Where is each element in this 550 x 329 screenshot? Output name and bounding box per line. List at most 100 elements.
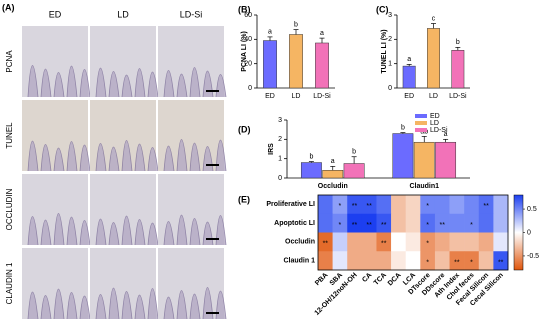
x-tick-label: Claudin1 [409, 183, 439, 190]
tissue [95, 218, 107, 246]
tissue [147, 288, 159, 320]
row-label: PCNA [5, 50, 14, 73]
x-tick-label: Occludin [318, 183, 348, 190]
heatmap-cell [478, 251, 494, 271]
tissue [27, 140, 39, 172]
bar [343, 163, 365, 179]
tissue [66, 292, 78, 320]
heatmap-cell [376, 251, 392, 271]
y-tick-label: 40 [244, 36, 252, 43]
heatmap-cell [332, 213, 348, 233]
panel-label: (A) [2, 2, 15, 12]
y-axis-label: PCNA LI (%) [241, 31, 248, 72]
annotation: a [407, 56, 411, 63]
heatmap-cell [391, 232, 406, 252]
micrograph [90, 100, 159, 172]
significance: ** [454, 259, 460, 266]
tissue [121, 291, 133, 320]
tissue [40, 68, 52, 98]
significance: * [470, 259, 473, 266]
micrograph [158, 174, 227, 246]
bar [451, 50, 465, 89]
tissue [134, 219, 146, 246]
bar [392, 133, 414, 179]
y-tick-label: 1 [278, 156, 282, 163]
tissue [163, 296, 175, 320]
tissue [176, 214, 188, 246]
heatmap-cell [464, 251, 480, 271]
tissue [66, 65, 78, 98]
y-tick-label: 3 [278, 117, 282, 124]
tissue [40, 144, 52, 172]
significance: * [339, 203, 342, 210]
error-bar [267, 36, 273, 41]
heatmap-cell [464, 232, 480, 252]
significance: ** [440, 222, 446, 229]
annotation: a [331, 158, 335, 165]
x-tick-label: ED [404, 93, 414, 100]
tissue [163, 70, 175, 98]
heatmap-frame [317, 194, 509, 271]
heatmap-cell [347, 213, 363, 233]
error-bar [431, 23, 436, 29]
heatmap-cell [332, 195, 348, 215]
annotation: a [268, 29, 272, 36]
legend-label: ED [430, 113, 440, 120]
micrograph [22, 248, 91, 320]
significance: * [426, 259, 429, 266]
row-label: Claudin 1 [283, 257, 315, 264]
heatmap-cell [434, 195, 450, 215]
heatmap-cell [449, 251, 465, 271]
y-tick-label: 2 [388, 36, 392, 43]
x-tick-label: LD-Si [313, 93, 331, 100]
error-bar [308, 161, 314, 163]
error-bar [421, 136, 427, 143]
y-tick-label: 2 [278, 136, 282, 143]
heatmap-cell [391, 213, 406, 233]
heatmap-cell [434, 251, 450, 271]
tissue [95, 67, 107, 98]
tissue [53, 288, 65, 320]
micrograph [22, 100, 91, 172]
tissue [53, 72, 65, 98]
heatmap-cell [478, 232, 494, 252]
tissue [147, 71, 159, 98]
heatmap-cell [361, 213, 377, 233]
significance: * [339, 222, 342, 229]
heatmap-cell [405, 195, 421, 215]
tissue [108, 146, 120, 172]
heatmap-cell [318, 251, 333, 271]
legend-label: LD [430, 120, 439, 127]
column-label: PBA [314, 272, 329, 287]
significance: ** [352, 222, 358, 229]
column-label: CA [361, 272, 373, 284]
tissue [40, 219, 52, 246]
micrograph [158, 100, 227, 172]
y-tick-label: 3 [388, 12, 392, 19]
tissue [27, 65, 39, 98]
error-bar [319, 37, 325, 43]
tissue [27, 291, 39, 320]
tissue [176, 290, 188, 320]
significance: ** [381, 222, 387, 229]
heatmap-cell [464, 195, 480, 215]
heatmap-cell [434, 232, 450, 252]
row-label: Proliferative LI [266, 201, 315, 208]
heatmap-cell [420, 213, 436, 233]
tissue [189, 293, 201, 320]
row-label: TUNEL [5, 122, 14, 149]
y-tick-label: 20 [244, 61, 252, 68]
annotation: b [309, 153, 313, 160]
heatmap-cell [493, 195, 509, 215]
row-label: Occludin [285, 239, 315, 246]
tissue [176, 139, 188, 172]
heatmap-cell [449, 195, 465, 215]
legend-swatch [415, 128, 427, 132]
error-bar [293, 29, 299, 35]
bar [315, 42, 329, 89]
legend-swatch [415, 121, 427, 125]
error-bar [351, 156, 357, 164]
annotation: b [352, 149, 356, 156]
row-label: OCCLUDIN [5, 188, 14, 230]
